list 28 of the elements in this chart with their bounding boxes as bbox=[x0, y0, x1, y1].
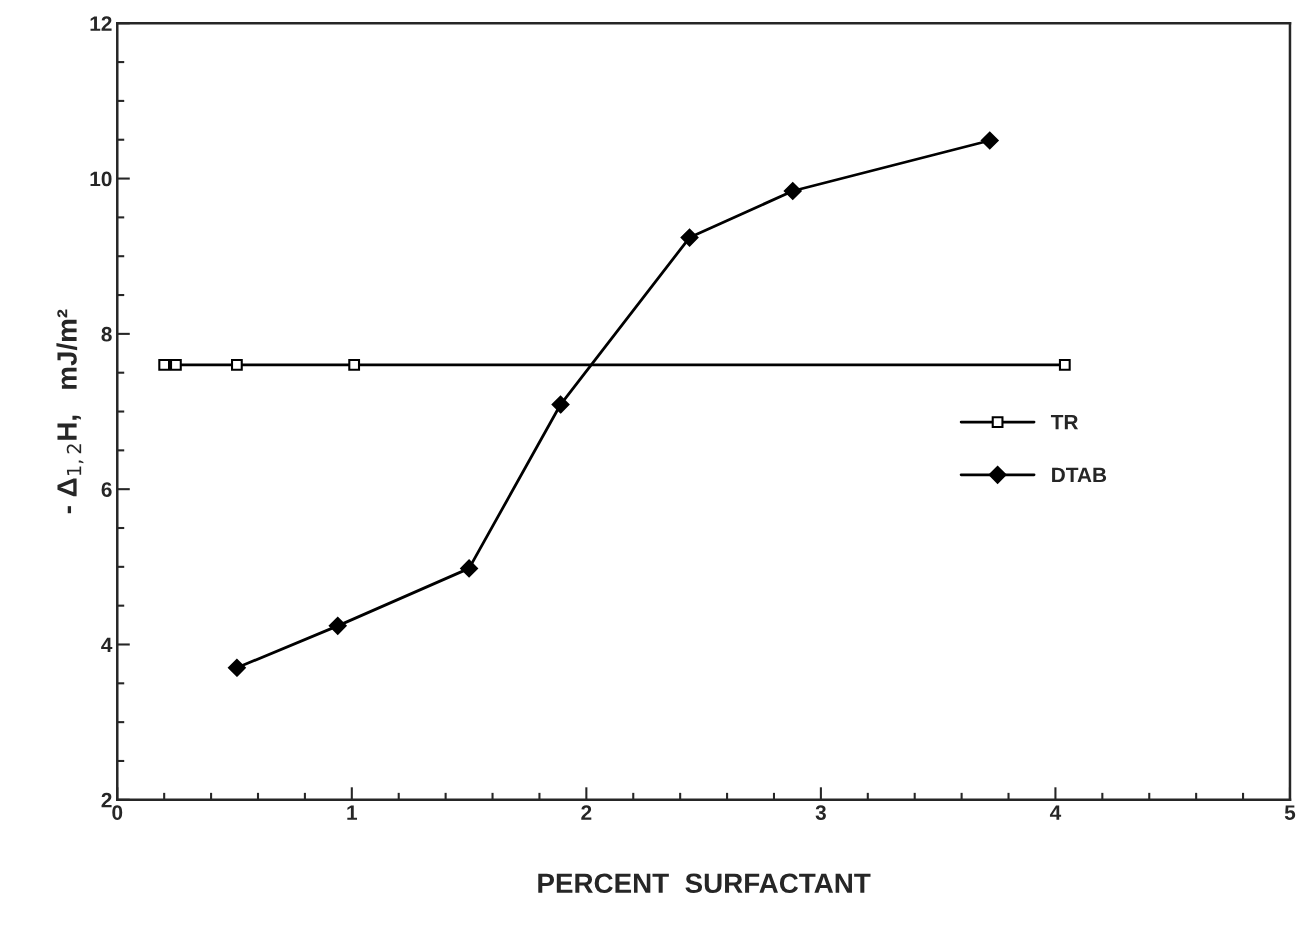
point bbox=[328, 616, 347, 635]
y-tick-label: 10 bbox=[90, 171, 112, 187]
point bbox=[680, 228, 699, 247]
point bbox=[1058, 359, 1071, 371]
y-axis-title: - Δ$_{1,2}$H, mJ/m² bbox=[56, 309, 84, 514]
x-tick-label: 0 bbox=[112, 805, 123, 820]
y-tick-label: 12 bbox=[90, 16, 112, 31]
point bbox=[460, 559, 478, 578]
y-tick-label: 4 bbox=[101, 637, 113, 653]
x-tick-label: 1 bbox=[347, 805, 358, 820]
y-tick-label: 6 bbox=[101, 482, 112, 497]
point bbox=[551, 395, 570, 414]
point bbox=[227, 658, 246, 677]
x-tick-label: 4 bbox=[1049, 805, 1062, 820]
legend-label: DTAB bbox=[1052, 467, 1107, 483]
point bbox=[348, 359, 361, 371]
point bbox=[980, 131, 999, 150]
x-tick-label: 3 bbox=[815, 805, 826, 820]
x-tick-label: 2 bbox=[581, 805, 592, 820]
legend-label: TR bbox=[1050, 415, 1079, 430]
point bbox=[158, 359, 171, 371]
y-tick-label: 2 bbox=[101, 792, 112, 808]
x-tick-label: 5 bbox=[1284, 805, 1296, 820]
x-axis-title: PERCENT SURFACTANT bbox=[538, 873, 871, 894]
point bbox=[783, 182, 802, 200]
y-tick-label: 8 bbox=[101, 326, 112, 342]
point bbox=[170, 359, 182, 371]
point bbox=[230, 359, 243, 371]
